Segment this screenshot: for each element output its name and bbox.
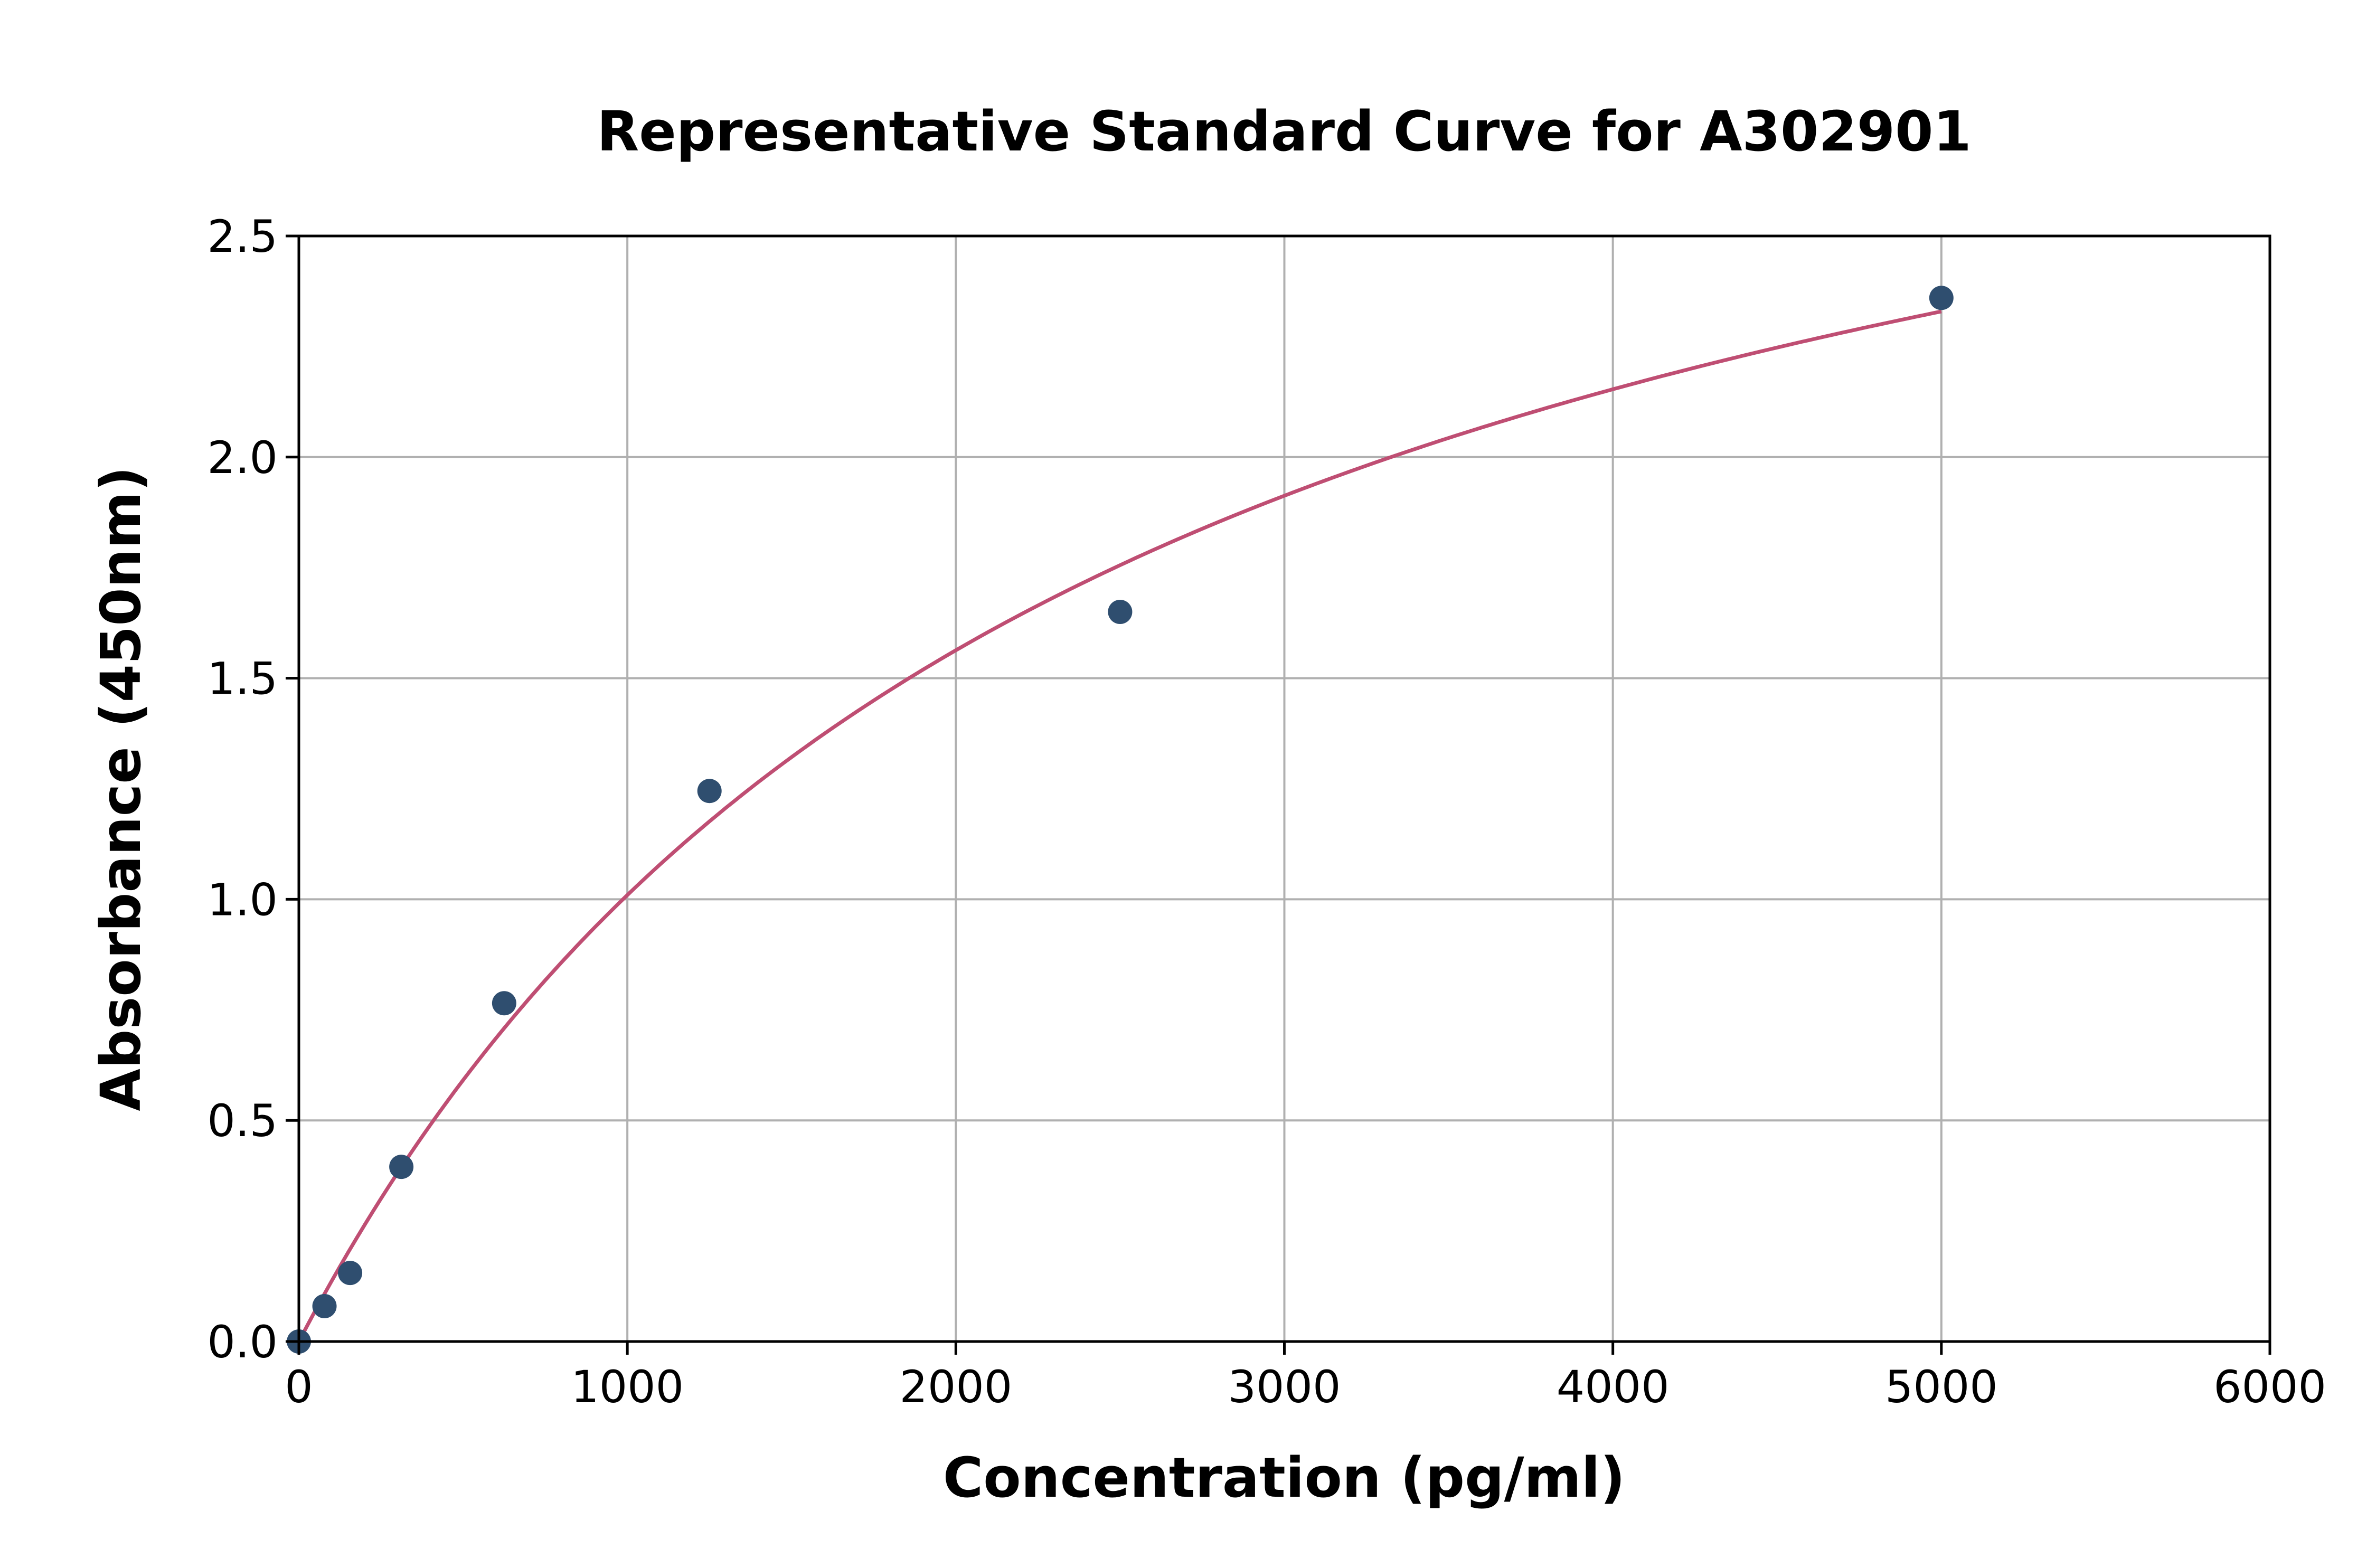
y-tick-label: 2.5 — [207, 211, 278, 262]
data-point — [338, 1261, 363, 1286]
y-axis-ticks: 0.0 0.5 1.0 1.5 2.0 2.5 — [207, 211, 299, 1368]
y-tick-label: 1.0 — [207, 874, 278, 925]
y-tick-label: 0.5 — [207, 1095, 278, 1147]
data-point — [389, 1155, 414, 1179]
x-axis-label: Concentration (pg/ml) — [943, 1446, 1625, 1510]
data-point — [312, 1293, 337, 1318]
data-point — [492, 991, 516, 1016]
fit-curve-layer — [297, 309, 1942, 1343]
x-tick-label: 6000 — [2213, 1361, 2326, 1413]
x-tick-label: 3000 — [1228, 1361, 1341, 1413]
x-tick-label: 0 — [285, 1361, 313, 1413]
data-point — [697, 779, 722, 804]
x-tick-label: 2000 — [899, 1361, 1012, 1413]
data-point — [1929, 286, 1954, 310]
grid — [298, 235, 2271, 1343]
y-tick-label: 1.5 — [207, 653, 278, 705]
y-tick-label: 0.0 — [207, 1316, 278, 1368]
chart-title: Representative Standard Curve for A30290… — [597, 99, 1972, 164]
y-axis-label: Absorbance (450nm) — [89, 466, 153, 1111]
x-tick-label: 5000 — [1885, 1361, 1998, 1413]
data-points — [287, 286, 1954, 1354]
y-tick-label: 2.0 — [207, 432, 278, 484]
x-axis-ticks: 0 1000 2000 3000 4000 5000 6000 — [285, 1342, 2326, 1413]
fit-curve — [297, 309, 1942, 1343]
x-tick-label: 4000 — [1557, 1361, 1670, 1413]
x-tick-label: 1000 — [571, 1361, 684, 1413]
data-point — [1108, 599, 1133, 624]
